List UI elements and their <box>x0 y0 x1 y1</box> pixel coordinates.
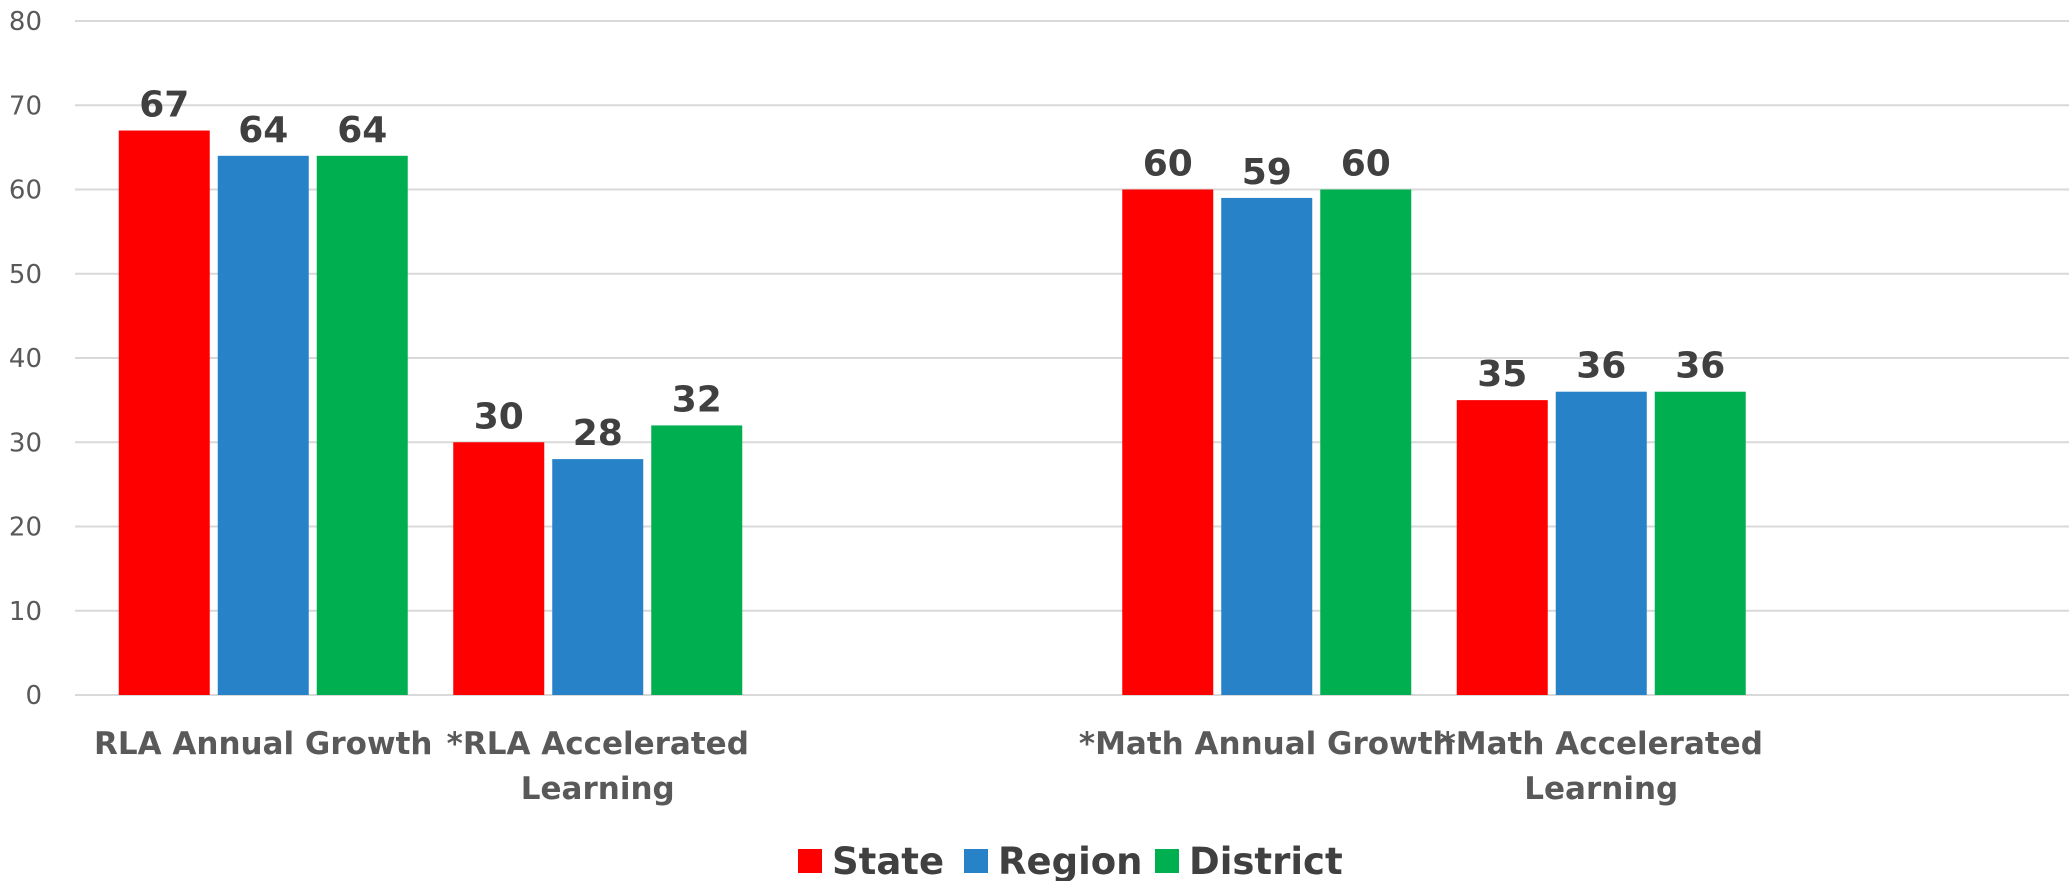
y-tick-label: 0 <box>25 681 42 711</box>
bar-state <box>453 442 545 695</box>
legend: State Region District <box>798 840 1343 881</box>
category-label: RLA Annual Growth <box>94 726 433 762</box>
legend-label-region: Region <box>998 840 1143 881</box>
category-label: *Math Annual Growth <box>1079 726 1455 762</box>
data-label: 64 <box>238 110 288 151</box>
bar-district <box>316 155 408 696</box>
data-label: 32 <box>672 379 722 420</box>
y-tick-label: 20 <box>9 513 42 543</box>
data-label: 59 <box>1242 152 1292 193</box>
data-label: 28 <box>573 413 623 454</box>
legend-swatch-district <box>1155 849 1179 873</box>
bar-region <box>1221 197 1313 696</box>
data-label: 64 <box>337 110 387 151</box>
y-tick-label: 40 <box>9 344 42 374</box>
y-tick-label: 70 <box>9 91 42 121</box>
y-tick-label: 10 <box>9 597 42 627</box>
data-label: 36 <box>1675 346 1725 387</box>
data-label: 60 <box>1341 144 1391 185</box>
bar-state <box>1122 189 1214 695</box>
bar-region <box>217 155 309 696</box>
y-tick-label: 30 <box>9 428 42 458</box>
legend-swatch-state <box>798 849 822 873</box>
legend-swatch-region <box>964 849 988 873</box>
bar-district <box>1654 391 1746 695</box>
y-tick-label: 80 <box>9 7 42 37</box>
y-axis: 0 10 20 30 40 50 60 70 80 <box>9 7 42 711</box>
bar-district <box>1320 189 1412 695</box>
category-label: *RLA Accelerated Learning <box>447 726 749 807</box>
bars <box>118 130 1746 696</box>
bar-region <box>1555 391 1647 695</box>
data-label: 36 <box>1576 346 1626 387</box>
legend-label-district: District <box>1189 840 1343 881</box>
bar-state <box>118 130 210 695</box>
legend-label-state: State <box>832 840 944 881</box>
y-tick-label: 60 <box>9 176 42 206</box>
data-label: 67 <box>139 85 189 126</box>
bar-district <box>651 425 743 695</box>
bar-state <box>1456 400 1548 695</box>
data-label: 30 <box>474 396 524 437</box>
data-labels: 67 64 64 30 28 32 60 59 60 35 36 36 <box>139 85 1725 455</box>
category-label: *Math Accelerated Learning <box>1440 726 1763 807</box>
x-axis: RLA Annual Growth *RLA Accelerated Learnin… <box>94 726 1763 807</box>
bar-region <box>552 459 644 695</box>
y-tick-label: 50 <box>9 260 42 290</box>
data-label: 35 <box>1477 354 1527 395</box>
data-label: 60 <box>1143 144 1193 185</box>
